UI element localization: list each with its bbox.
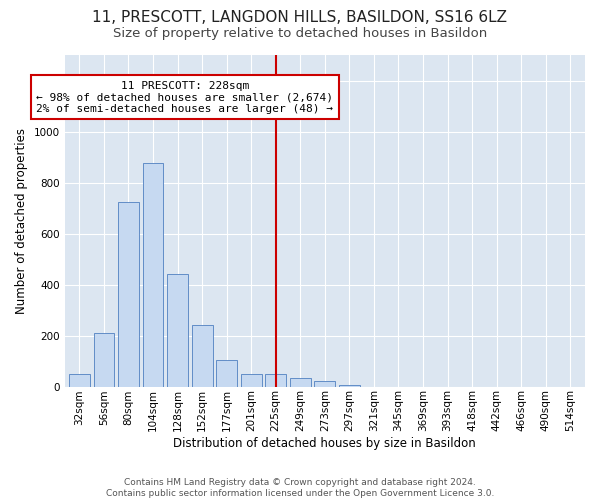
Bar [265, 374, 286, 386]
Bar [216, 360, 237, 386]
Bar [314, 382, 335, 386]
Bar [143, 164, 163, 386]
Text: 11 PRESCOTT: 228sqm
← 98% of detached houses are smaller (2,674)
2% of semi-deta: 11 PRESCOTT: 228sqm ← 98% of detached ho… [37, 80, 334, 114]
Text: Size of property relative to detached houses in Basildon: Size of property relative to detached ho… [113, 28, 487, 40]
Text: Contains HM Land Registry data © Crown copyright and database right 2024.
Contai: Contains HM Land Registry data © Crown c… [106, 478, 494, 498]
Bar [94, 333, 115, 386]
Y-axis label: Number of detached properties: Number of detached properties [15, 128, 28, 314]
Bar [241, 374, 262, 386]
X-axis label: Distribution of detached houses by size in Basildon: Distribution of detached houses by size … [173, 437, 476, 450]
Bar [69, 374, 90, 386]
Bar [118, 202, 139, 386]
Bar [167, 274, 188, 386]
Bar [191, 326, 212, 386]
Text: 11, PRESCOTT, LANGDON HILLS, BASILDON, SS16 6LZ: 11, PRESCOTT, LANGDON HILLS, BASILDON, S… [92, 10, 508, 25]
Bar [290, 378, 311, 386]
